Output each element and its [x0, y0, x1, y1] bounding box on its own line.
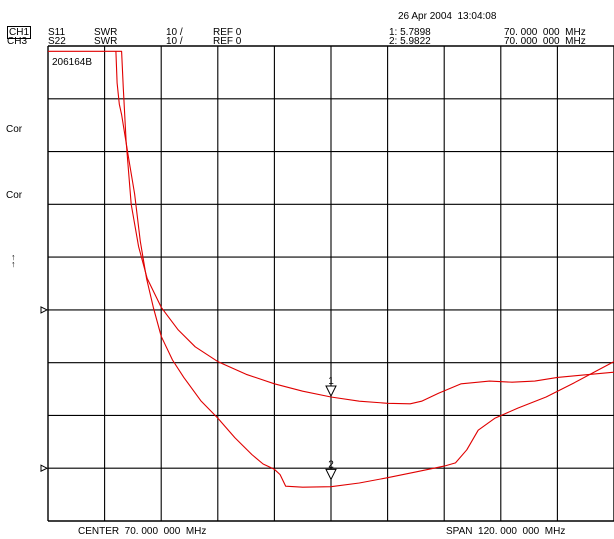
ch3-scale: 10 /	[166, 36, 183, 47]
ch3-format: SWR	[94, 36, 118, 47]
ch1-param: S11	[48, 27, 66, 38]
ch3-ref: REF 0	[213, 36, 242, 47]
span-frequency: SPAN 120. 000 000 MHz	[446, 526, 566, 537]
marker-1-icon	[325, 385, 337, 398]
correction-label-1: Cor	[6, 124, 23, 135]
ch1-format: SWR	[94, 27, 118, 38]
marker-1-readout: 1: 5.7898	[389, 27, 431, 38]
arrow-up-icon: ↑	[11, 252, 16, 262]
arrow-down-icon: ↑	[11, 259, 16, 269]
timestamp: 26 Apr 2004 13:04:08	[398, 11, 497, 22]
correction-label-2: Cor	[6, 190, 23, 201]
trace-s11	[48, 50, 614, 405]
ch1-ref: REF 0	[213, 27, 242, 38]
marker-1-label: 1	[328, 376, 334, 387]
reference-position-icon	[40, 464, 49, 473]
chart-title: 206164B	[50, 56, 95, 69]
ch1-frequency: 70. 000 000 MHz	[504, 27, 586, 38]
ch3-param: S22	[48, 36, 66, 47]
traces	[48, 50, 614, 488]
ch3-frequency: 70. 000 000 MHz	[504, 36, 586, 47]
marker-2-icon	[325, 468, 337, 481]
trace-markers: 12	[325, 376, 337, 481]
ch1-scale: 10 /	[166, 27, 183, 38]
marker-2-readout: 2: 5.9822	[389, 36, 431, 47]
ch3-indicator: CH3	[7, 36, 28, 47]
center-frequency: CENTER 70. 000 000 MHz	[78, 526, 207, 537]
reference-position-icon	[40, 306, 49, 314]
trace-s22	[115, 51, 614, 488]
graticule	[47, 45, 614, 522]
reference-markers	[40, 306, 49, 473]
ch1-indicator: CH1	[7, 26, 32, 39]
marker-2-label: 2	[328, 459, 334, 470]
